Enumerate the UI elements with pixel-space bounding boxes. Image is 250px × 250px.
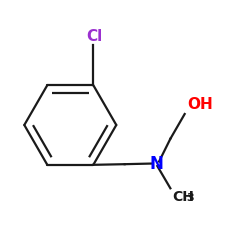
Text: N: N [149, 154, 163, 172]
Text: CH: CH [172, 190, 194, 203]
Text: Cl: Cl [86, 29, 103, 44]
Text: 3: 3 [186, 193, 194, 203]
Text: OH: OH [187, 97, 213, 112]
